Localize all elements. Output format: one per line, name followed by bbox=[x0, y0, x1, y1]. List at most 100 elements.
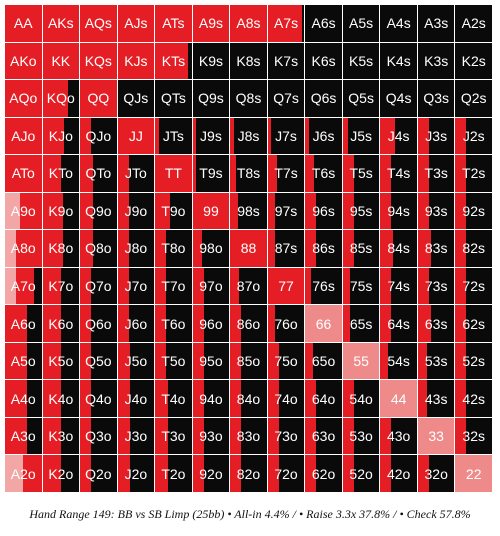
hand-cell-62o[interactable]: 62o bbox=[305, 455, 342, 492]
hand-cell-J5o[interactable]: J5o bbox=[117, 342, 155, 380]
hand-cell-75s[interactable]: 75s bbox=[342, 267, 380, 305]
hand-cell-98s[interactable]: 98s bbox=[230, 192, 267, 230]
hand-cell-88[interactable]: 88 bbox=[230, 230, 267, 267]
hand-cell-Q3o[interactable]: Q3o bbox=[80, 417, 117, 455]
hand-cell-T8s[interactable]: T8s bbox=[230, 155, 267, 192]
hand-cell-T3s[interactable]: T3s bbox=[417, 155, 455, 192]
hand-cell-73o[interactable]: 73o bbox=[267, 417, 305, 455]
hand-cell-73s[interactable]: 73s bbox=[417, 267, 455, 305]
hand-cell-85s[interactable]: 85s bbox=[342, 230, 380, 267]
hand-cell-J6s[interactable]: J6s bbox=[305, 117, 342, 155]
hand-cell-A9o[interactable]: A9o bbox=[5, 192, 42, 230]
hand-cell-K9s[interactable]: K9s bbox=[192, 42, 230, 80]
hand-cell-32s[interactable]: 32s bbox=[455, 417, 492, 455]
hand-cell-72s[interactable]: 72s bbox=[455, 267, 492, 305]
hand-cell-K5s[interactable]: K5s bbox=[342, 42, 380, 80]
hand-cell-75o[interactable]: 75o bbox=[267, 342, 305, 380]
hand-cell-66[interactable]: 66 bbox=[305, 305, 342, 342]
hand-cell-AKs[interactable]: AKs bbox=[42, 5, 80, 42]
hand-cell-A8o[interactable]: A8o bbox=[5, 230, 42, 267]
hand-cell-ATs[interactable]: ATs bbox=[155, 5, 192, 42]
hand-cell-42o[interactable]: 42o bbox=[380, 455, 417, 492]
hand-cell-99[interactable]: 99 bbox=[192, 192, 230, 230]
hand-cell-T9s[interactable]: T9s bbox=[192, 155, 230, 192]
hand-cell-33[interactable]: 33 bbox=[417, 417, 455, 455]
hand-cell-94s[interactable]: 94s bbox=[380, 192, 417, 230]
hand-cell-QQ[interactable]: QQ bbox=[80, 80, 117, 117]
hand-cell-93s[interactable]: 93s bbox=[417, 192, 455, 230]
hand-cell-T4s[interactable]: T4s bbox=[380, 155, 417, 192]
hand-cell-64s[interactable]: 64s bbox=[380, 305, 417, 342]
hand-cell-AJs[interactable]: AJs bbox=[117, 5, 155, 42]
hand-cell-95o[interactable]: 95o bbox=[192, 342, 230, 380]
hand-cell-A3s[interactable]: A3s bbox=[417, 5, 455, 42]
hand-cell-86s[interactable]: 86s bbox=[305, 230, 342, 267]
hand-cell-87o[interactable]: 87o bbox=[230, 267, 267, 305]
hand-cell-JTs[interactable]: JTs bbox=[155, 117, 192, 155]
hand-cell-54o[interactable]: 54o bbox=[342, 380, 380, 417]
hand-cell-KQs[interactable]: KQs bbox=[80, 42, 117, 80]
hand-cell-A5o[interactable]: A5o bbox=[5, 342, 42, 380]
hand-cell-Q6s[interactable]: Q6s bbox=[305, 80, 342, 117]
hand-cell-J9o[interactable]: J9o bbox=[117, 192, 155, 230]
hand-cell-T6o[interactable]: T6o bbox=[155, 305, 192, 342]
hand-cell-KJs[interactable]: KJs bbox=[117, 42, 155, 80]
hand-cell-64o[interactable]: 64o bbox=[305, 380, 342, 417]
hand-cell-82s[interactable]: 82s bbox=[455, 230, 492, 267]
hand-cell-TT[interactable]: TT bbox=[155, 155, 192, 192]
hand-cell-T8o[interactable]: T8o bbox=[155, 230, 192, 267]
hand-cell-K3o[interactable]: K3o bbox=[42, 417, 80, 455]
hand-cell-KTs[interactable]: KTs bbox=[155, 42, 192, 80]
hand-cell-AKo[interactable]: AKo bbox=[5, 42, 42, 80]
hand-cell-Q2s[interactable]: Q2s bbox=[455, 80, 492, 117]
hand-cell-Q7s[interactable]: Q7s bbox=[267, 80, 305, 117]
hand-cell-76s[interactable]: 76s bbox=[305, 267, 342, 305]
hand-cell-95s[interactable]: 95s bbox=[342, 192, 380, 230]
hand-cell-K7o[interactable]: K7o bbox=[42, 267, 80, 305]
hand-cell-82o[interactable]: 82o bbox=[230, 455, 267, 492]
hand-cell-T7s[interactable]: T7s bbox=[267, 155, 305, 192]
hand-cell-22[interactable]: 22 bbox=[455, 455, 492, 492]
hand-cell-84s[interactable]: 84s bbox=[380, 230, 417, 267]
hand-cell-Q4o[interactable]: Q4o bbox=[80, 380, 117, 417]
hand-cell-A5s[interactable]: A5s bbox=[342, 5, 380, 42]
hand-cell-Q2o[interactable]: Q2o bbox=[80, 455, 117, 492]
hand-cell-96o[interactable]: 96o bbox=[192, 305, 230, 342]
hand-cell-J2s[interactable]: J2s bbox=[455, 117, 492, 155]
hand-cell-52s[interactable]: 52s bbox=[455, 342, 492, 380]
hand-cell-K7s[interactable]: K7s bbox=[267, 42, 305, 80]
hand-cell-J7s[interactable]: J7s bbox=[267, 117, 305, 155]
hand-cell-A6o[interactable]: A6o bbox=[5, 305, 42, 342]
hand-cell-K2s[interactable]: K2s bbox=[455, 42, 492, 80]
hand-cell-65o[interactable]: 65o bbox=[305, 342, 342, 380]
hand-cell-Q7o[interactable]: Q7o bbox=[80, 267, 117, 305]
hand-cell-97o[interactable]: 97o bbox=[192, 267, 230, 305]
hand-cell-53s[interactable]: 53s bbox=[417, 342, 455, 380]
hand-cell-K6s[interactable]: K6s bbox=[305, 42, 342, 80]
hand-cell-J6o[interactable]: J6o bbox=[117, 305, 155, 342]
hand-cell-J3s[interactable]: J3s bbox=[417, 117, 455, 155]
hand-cell-T9o[interactable]: T9o bbox=[155, 192, 192, 230]
hand-cell-62s[interactable]: 62s bbox=[455, 305, 492, 342]
hand-cell-87s[interactable]: 87s bbox=[267, 230, 305, 267]
hand-cell-74s[interactable]: 74s bbox=[380, 267, 417, 305]
hand-cell-T5o[interactable]: T5o bbox=[155, 342, 192, 380]
hand-cell-92s[interactable]: 92s bbox=[455, 192, 492, 230]
hand-cell-QTo[interactable]: QTo bbox=[80, 155, 117, 192]
hand-cell-T6s[interactable]: T6s bbox=[305, 155, 342, 192]
hand-cell-Q9s[interactable]: Q9s bbox=[192, 80, 230, 117]
hand-cell-T3o[interactable]: T3o bbox=[155, 417, 192, 455]
hand-cell-T2o[interactable]: T2o bbox=[155, 455, 192, 492]
hand-cell-85o[interactable]: 85o bbox=[230, 342, 267, 380]
hand-cell-ATo[interactable]: ATo bbox=[5, 155, 42, 192]
hand-cell-76o[interactable]: 76o bbox=[267, 305, 305, 342]
hand-cell-83o[interactable]: 83o bbox=[230, 417, 267, 455]
hand-cell-53o[interactable]: 53o bbox=[342, 417, 380, 455]
hand-cell-J7o[interactable]: J7o bbox=[117, 267, 155, 305]
hand-cell-A7o[interactable]: A7o bbox=[5, 267, 42, 305]
hand-cell-96s[interactable]: 96s bbox=[305, 192, 342, 230]
hand-cell-83s[interactable]: 83s bbox=[417, 230, 455, 267]
hand-cell-K4s[interactable]: K4s bbox=[380, 42, 417, 80]
hand-cell-52o[interactable]: 52o bbox=[342, 455, 380, 492]
hand-cell-94o[interactable]: 94o bbox=[192, 380, 230, 417]
